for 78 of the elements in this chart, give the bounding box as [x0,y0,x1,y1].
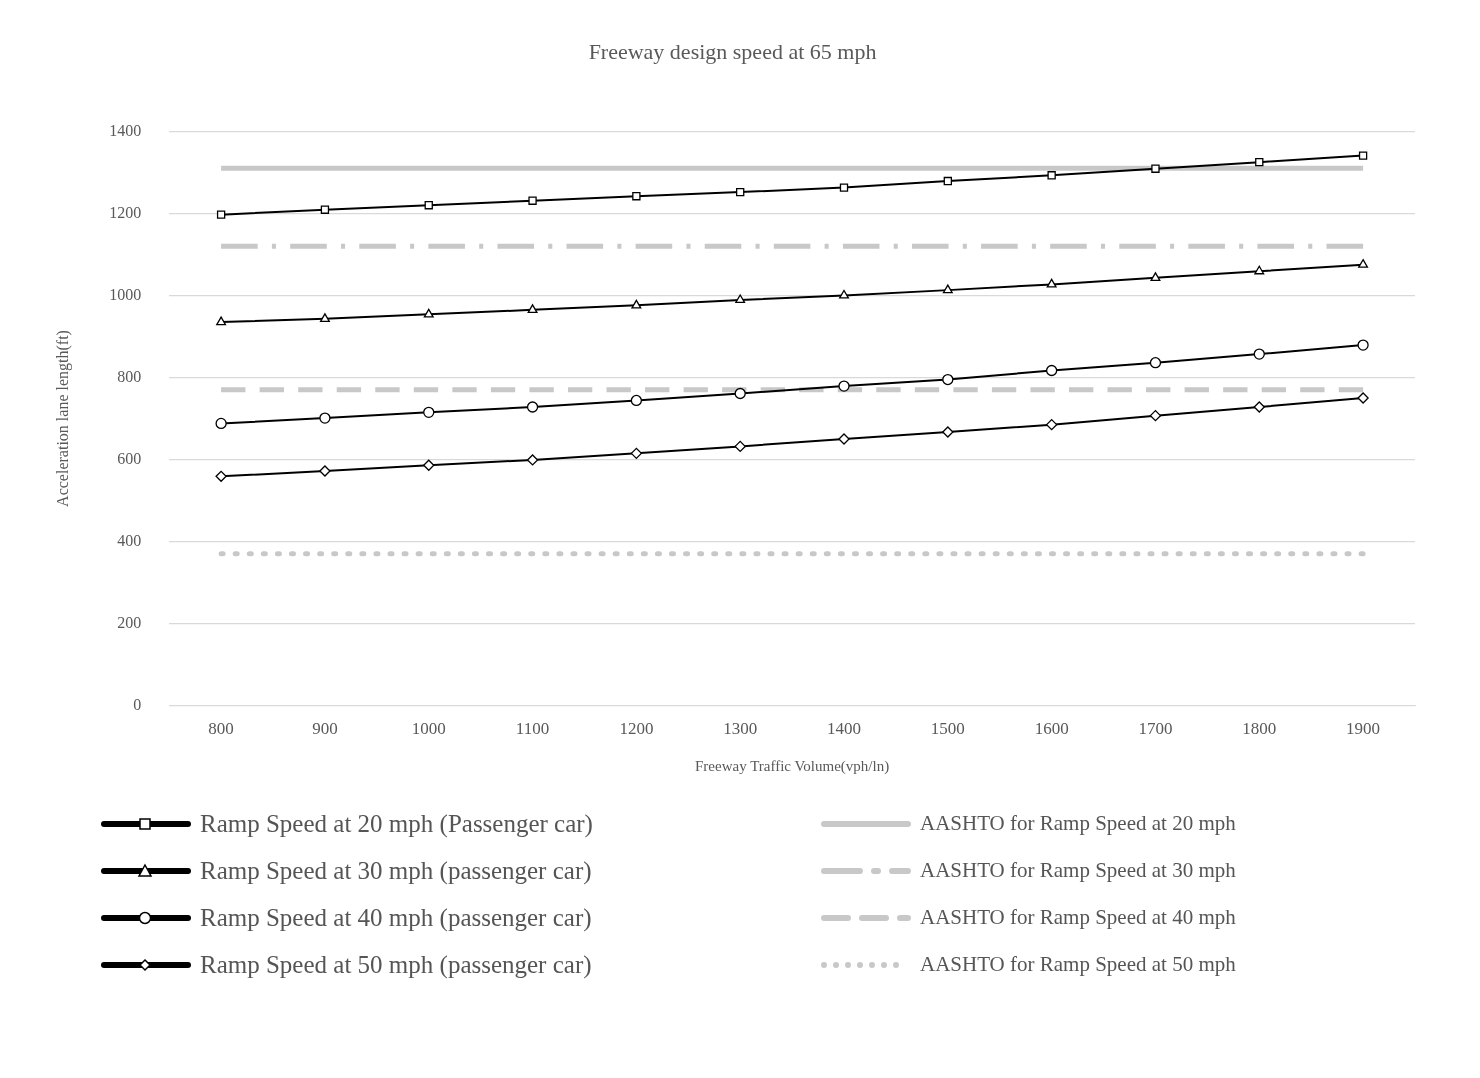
point [215,470,227,482]
y-tick-label: 1400 [109,121,142,139]
point [423,308,434,318]
x-tick-label: 1900 [1346,719,1381,739]
point [1253,401,1265,413]
y-tick-label: 800 [117,367,142,385]
legend-label: AASHTO for Ramp Speed at 40 mph [920,905,1236,930]
point [1045,419,1058,431]
point [1047,171,1056,180]
point [839,289,849,299]
x-tick-label: 800 [208,719,234,739]
y-axis-title: Acceleration lane length(ft) [53,330,72,507]
point [942,426,954,438]
point [632,192,641,201]
x-tick-label: 1300 [723,719,758,739]
point [631,299,642,309]
point [1255,157,1264,167]
point [215,417,227,430]
point [424,201,433,210]
point [839,183,849,192]
point [1358,259,1369,268]
x-tick-label: 1600 [1034,719,1069,739]
point [630,394,643,407]
chart-title: Freeway design speed at 65 mph [588,38,877,64]
point [1357,339,1369,351]
y-tick-label: 1200 [109,203,142,221]
point [319,313,330,322]
point [1150,272,1161,281]
point [423,459,435,471]
point [319,412,331,424]
legend-label: Ramp Speed at 40 mph (passenger car) [200,903,592,932]
point [735,294,746,304]
point [1358,151,1368,160]
point [527,304,538,313]
point [216,210,226,219]
x-tick-label: 1100 [515,719,550,739]
point [942,373,954,386]
point [1149,409,1162,422]
point [736,187,745,197]
point [526,401,539,413]
point [526,454,539,466]
y-tick-label: 0 [133,695,142,713]
point [216,316,227,326]
y-tick-label: 200 [117,613,142,631]
point [942,284,953,294]
x-axis-title: Freeway Traffic Volume(vph/ln) [695,757,890,775]
legend-label: Ramp Speed at 30 mph (passenger car) [200,856,592,885]
point [1253,348,1265,360]
point [838,380,850,392]
point [734,440,746,453]
legend-label: AASHTO for Ramp Speed at 30 mph [920,858,1236,883]
x-tick-label: 1200 [619,719,654,739]
y-tick-label: 600 [117,449,142,467]
x-tick-label: 1700 [1138,719,1173,739]
x-tick-label: 1400 [827,719,862,739]
x-tick-label: 1500 [930,719,965,739]
point [943,176,953,186]
legend-label: Ramp Speed at 50 mph (passenger car) [200,950,592,979]
x-tick-label: 1800 [1242,719,1277,739]
x-tick-label: 1000 [411,719,446,739]
point [423,406,435,418]
point [1151,164,1160,173]
y-tick-label: 1000 [109,285,142,303]
y-tick-label: 400 [117,531,142,549]
point [528,196,537,205]
legend-label: AASHTO for Ramp Speed at 50 mph [920,952,1236,977]
point [1357,392,1369,404]
point [734,387,746,400]
point [630,447,643,460]
x-tick-label: 900 [312,719,338,739]
point [320,205,330,214]
point [1046,278,1057,288]
point [1149,357,1162,369]
legend-label: AASHTO for Ramp Speed at 20 mph [920,811,1236,836]
point [319,465,331,477]
point [1045,364,1058,377]
legend-label: Ramp Speed at 20 mph (Passenger car) [200,809,593,838]
point [1254,265,1265,275]
